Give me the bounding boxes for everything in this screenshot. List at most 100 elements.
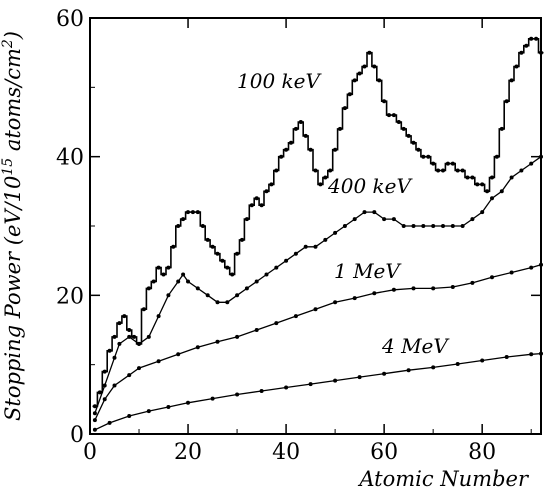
data-point-100-kev	[499, 126, 504, 131]
data-point-400-kev	[372, 210, 377, 215]
data-point-400-kev	[137, 341, 141, 346]
data-point-1-mev	[372, 291, 377, 296]
data-point-400-kev	[146, 334, 151, 339]
data-point-100-kev	[426, 154, 431, 159]
data-point-400-kev	[509, 175, 514, 180]
data-point-400-kev	[225, 300, 230, 305]
data-point-100-kev	[387, 113, 391, 118]
data-point-1-mev	[450, 285, 455, 289]
data-point-1-mev	[127, 373, 132, 378]
data-point-100-kev	[284, 147, 289, 152]
data-point-4-mev	[259, 389, 264, 393]
data-point-400-kev	[244, 286, 249, 291]
data-point-4-mev	[480, 358, 485, 363]
data-point-100-kev	[406, 133, 411, 138]
data-point-4-mev	[431, 365, 436, 370]
x-axis-title: Atomic Number	[357, 467, 530, 491]
series-label-1mev: 1 MeV	[334, 259, 402, 283]
data-point-400-kev	[127, 334, 132, 339]
data-point-100-kev	[391, 113, 396, 118]
data-point-1-mev	[411, 286, 416, 291]
data-point-400-kev	[156, 314, 161, 319]
data-point-400-kev	[362, 210, 367, 215]
data-point-100-kev	[195, 210, 200, 215]
data-point-100-kev	[112, 334, 117, 339]
data-point-400-kev	[323, 237, 328, 242]
data-point-1-mev	[215, 339, 220, 344]
data-point-400-kev	[176, 279, 181, 284]
data-point-100-kev	[210, 244, 215, 249]
data-point-400-kev	[421, 224, 426, 228]
data-point-400-kev	[264, 272, 269, 277]
data-point-100-kev	[289, 140, 293, 145]
data-point-100-kev	[240, 237, 244, 242]
data-point-1-mev	[156, 359, 161, 364]
data-point-100-kev	[401, 126, 406, 131]
data-point-100-kev	[220, 258, 225, 263]
data-point-100-kev	[249, 203, 254, 208]
series-label-400kev: 400 keV	[327, 174, 413, 198]
axis-ticks: 0 20 40 60 80 0 20 40 60	[56, 7, 541, 465]
data-point-100-kev	[514, 64, 519, 69]
data-point-1-mev	[490, 275, 494, 280]
data-point-100-kev	[186, 210, 190, 215]
x-tick-label: 80	[468, 440, 496, 465]
data-point-100-kev	[490, 175, 494, 180]
data-point-100-kev	[470, 175, 475, 180]
data-point-100-kev	[254, 196, 259, 201]
data-point-100-kev	[259, 203, 264, 208]
data-point-400-kev	[401, 224, 406, 228]
data-point-400-kev	[411, 224, 416, 228]
data-point-100-kev	[338, 126, 342, 131]
data-point-100-kev	[367, 50, 372, 55]
series-line-400-kev	[94, 156, 542, 414]
data-point-400-kev	[529, 161, 534, 166]
data-point-4-mev	[127, 414, 132, 418]
data-point-100-kev	[455, 168, 460, 173]
data-point-1-mev	[431, 286, 436, 291]
data-point-100-kev	[200, 224, 205, 228]
data-point-400-kev	[166, 293, 171, 298]
data-point-100-kev	[421, 154, 426, 159]
data-point-100-kev	[411, 140, 416, 145]
data-point-4-mev	[406, 368, 411, 373]
data-point-400-kev	[102, 383, 107, 388]
series-line-4-mev	[94, 352, 542, 431]
data-point-100-kev	[372, 64, 377, 69]
data-point-400-kev	[195, 286, 200, 291]
data-point-100-kev	[318, 182, 323, 187]
data-point-4-mev	[186, 400, 190, 405]
data-point-100-kev	[460, 168, 465, 173]
data-point-1-mev	[112, 383, 117, 388]
y-tick-label: 20	[56, 284, 84, 309]
data-point-100-kev	[279, 154, 284, 159]
series-curves	[92, 36, 544, 432]
data-point-100-kev	[132, 334, 137, 339]
data-point-400-kev	[460, 224, 465, 228]
data-point-100-kev	[117, 321, 122, 326]
data-point-1-mev	[102, 397, 107, 402]
data-point-4-mev	[92, 427, 97, 432]
data-point-4-mev	[146, 409, 151, 414]
data-point-100-kev	[92, 404, 97, 409]
data-point-100-kev	[303, 133, 308, 138]
data-point-400-kev	[352, 217, 357, 222]
data-point-400-kev	[499, 189, 504, 194]
x-tick-label: 40	[272, 440, 300, 465]
data-point-400-kev	[441, 224, 445, 228]
x-tick-label: 60	[370, 440, 398, 465]
data-point-400-kev	[391, 217, 396, 222]
data-point-100-kev	[225, 265, 230, 270]
data-point-100-kev	[181, 217, 186, 222]
data-point-100-kev	[127, 328, 132, 332]
data-point-100-kev	[465, 175, 470, 180]
data-point-400-kev	[313, 244, 318, 249]
data-point-100-kev	[171, 244, 176, 249]
data-point-100-kev	[450, 161, 455, 166]
y-tick-label: 0	[70, 423, 84, 448]
data-point-400-kev	[303, 244, 308, 249]
data-point-4-mev	[166, 405, 171, 409]
data-point-100-kev	[146, 286, 151, 291]
data-point-4-mev	[308, 382, 313, 387]
